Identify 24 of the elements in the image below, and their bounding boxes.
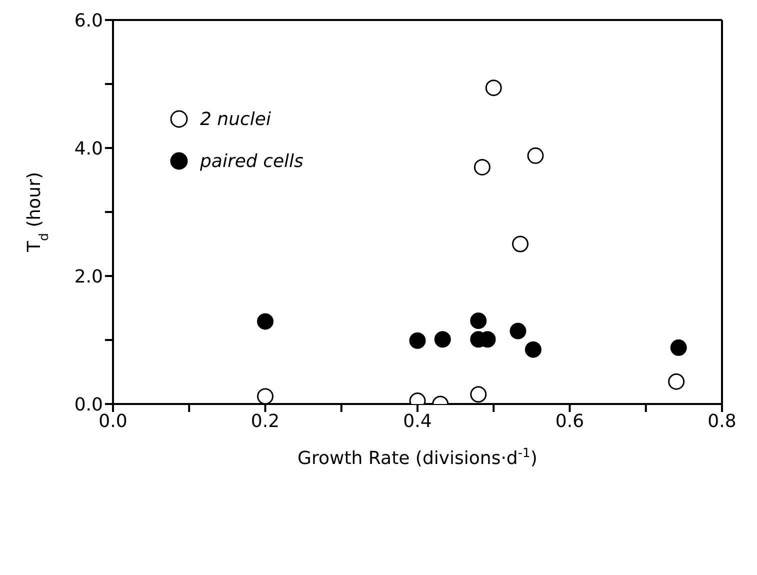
y-tick-label: 4.0 [74, 138, 103, 160]
legend-label: paired cells [200, 150, 304, 172]
point [257, 313, 274, 330]
x-tick-label: 0.2 [250, 410, 280, 432]
point [257, 388, 274, 404]
point [510, 322, 526, 340]
point [434, 331, 451, 348]
x-tick-label: 0.4 [403, 410, 432, 432]
legend-label: 2 nuclei [200, 108, 271, 130]
x-axis-title: Growth Rate (divisions·d$^{-1}$) [298, 444, 538, 469]
x-tick-label: 0.6 [555, 410, 584, 432]
point [474, 158, 490, 176]
y-tick-label: 6.0 [74, 10, 103, 32]
point [668, 373, 685, 390]
point [527, 147, 544, 164]
point [409, 332, 426, 349]
point [512, 236, 529, 252]
point [485, 80, 502, 96]
point [470, 386, 487, 403]
y-tick-label: 2.0 [74, 266, 103, 288]
point [470, 312, 487, 330]
point [524, 341, 542, 358]
x-tick-label: 0.8 [708, 410, 736, 432]
point [670, 339, 687, 356]
